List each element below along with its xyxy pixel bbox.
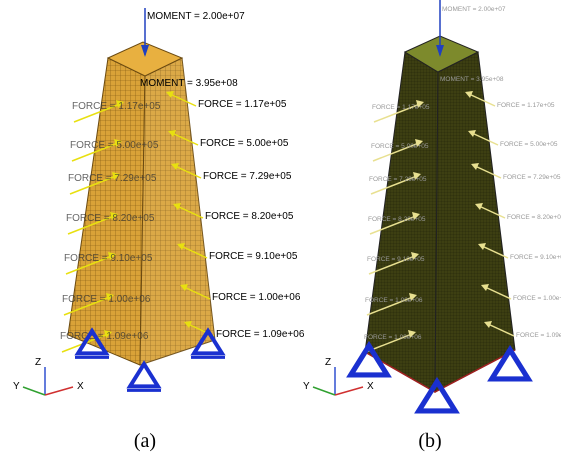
force-label: FORCE = 5.00e+05 (70, 140, 159, 151)
force-label: FORCE = 9.10e+05 (367, 256, 425, 263)
moment-label: MOMENT = 3.95e+08 (140, 78, 238, 89)
force-label: FORCE = 1.17e+05 (497, 102, 555, 109)
force-label: FORCE = 1.00e+06 (365, 297, 423, 304)
force-label: FORCE = 1.09e+06 (60, 331, 149, 342)
force-label: FORCE = 9.10e+05 (64, 253, 153, 264)
force-label: FORCE = 5.00e+05 (200, 138, 289, 149)
axis-y (23, 387, 45, 395)
force-label: FORCE = 7.29e+05 (203, 171, 292, 182)
force-label: FORCE = 8.20e+05 (66, 213, 155, 224)
force-label: FORCE = 1.00e+06 (62, 294, 151, 305)
axis-label: Y (303, 381, 310, 392)
axis-label: Z (35, 357, 41, 368)
force-label: FORCE = 1.17e+05 (372, 104, 430, 111)
force-label: FORCE = 7.29e+05 (68, 173, 157, 184)
force-label: FORCE = 8.20e+05 (507, 214, 561, 221)
force-label: FORCE = 1.17e+05 (72, 101, 161, 112)
force-label: FORCE = 1.09e+06 (364, 334, 422, 341)
force-label: FORCE = 5.00e+05 (500, 141, 558, 148)
force-label: FORCE = 9.10e+05 (209, 251, 298, 262)
force-label: FORCE = 9.10e+05 (510, 254, 561, 261)
axis-label: Z (325, 357, 331, 368)
tower-a (68, 42, 215, 365)
force-label: FORCE = 1.17e+05 (198, 99, 287, 110)
support (130, 364, 158, 386)
caption: (a) (134, 430, 156, 452)
moment-label: MOMENT = 2.00e+07 (147, 11, 245, 22)
force-label: FORCE = 7.29e+05 (503, 174, 561, 181)
axis-x (45, 387, 73, 395)
moment-label: MOMENT = 2.00e+07 (442, 6, 506, 13)
force-label: FORCE = 8.20e+05 (205, 211, 294, 222)
figure: MOMENT = 2.00e+07 MOMENT = 3.95e+08 FORCE … (0, 0, 561, 459)
caption: (b) (418, 430, 441, 452)
force-label: FORCE = 7.29e+05 (369, 176, 427, 183)
force-label: FORCE = 1.00e+06 (513, 295, 561, 302)
axis-label: Y (13, 381, 20, 392)
axis-label: X (367, 381, 374, 392)
force-label: FORCE = 8.20e+05 (368, 216, 426, 223)
axis-label: X (77, 381, 84, 392)
moment-label: MOMENT = 3.95e+08 (440, 76, 504, 83)
force-label: FORCE = 1.09e+06 (516, 332, 561, 339)
axis-x (335, 387, 363, 395)
force-label: FORCE = 1.00e+06 (212, 292, 301, 303)
axis-y (313, 387, 335, 395)
force-label: FORCE = 5.00e+05 (371, 143, 429, 150)
force-label: FORCE = 1.09e+06 (216, 329, 305, 340)
